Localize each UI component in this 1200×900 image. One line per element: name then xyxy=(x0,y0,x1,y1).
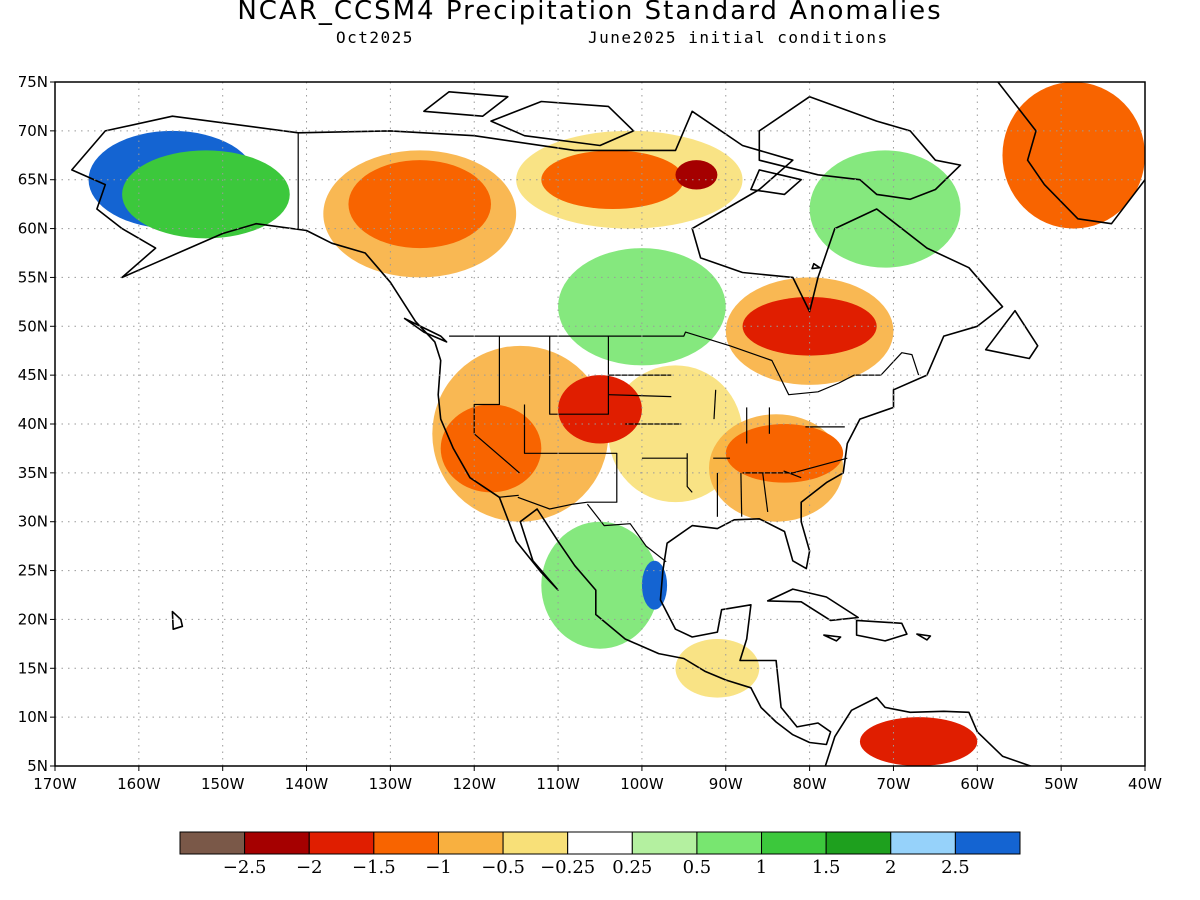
lon-tick-label: 60W xyxy=(960,775,994,793)
colorbar-label: −2.5 xyxy=(223,857,267,878)
broad-anomaly-field xyxy=(809,150,961,268)
border-line xyxy=(740,472,743,517)
broad-anomaly-field xyxy=(558,248,726,366)
colorbar-swatch xyxy=(373,831,439,855)
colorbar-label: 2 xyxy=(885,857,896,878)
border-line xyxy=(498,494,519,498)
lat-tick-label: 40N xyxy=(18,415,48,433)
border-line xyxy=(586,503,667,563)
lon-tick-label: 100W xyxy=(620,775,664,793)
lon-tick-label: 50W xyxy=(1044,775,1078,793)
coastline-hawaii xyxy=(171,610,184,630)
coastline-vancouver-island xyxy=(403,317,448,343)
broad-anomaly-field xyxy=(675,638,760,698)
lon-tick-label: 130W xyxy=(369,775,413,793)
colorbar-swatch xyxy=(502,831,569,855)
colorbar-label: 1 xyxy=(756,857,767,878)
colorbar-swatch xyxy=(825,831,892,855)
coastline-southampton xyxy=(750,169,802,196)
lat-tick-label: 20N xyxy=(18,610,48,628)
lat-tick-label: 75N xyxy=(18,73,48,91)
anomaly-region-ohio-valley-dry xyxy=(725,424,844,483)
lat-tick-label: 50N xyxy=(18,317,48,335)
colorbar-swatch xyxy=(954,831,1021,855)
coastline-greenland xyxy=(996,82,1145,225)
border-line xyxy=(783,470,802,479)
coastline-newfoundland xyxy=(984,309,1039,360)
coastline-hudson-bay-belcher xyxy=(811,262,821,270)
anomaly-region-nwt-dry xyxy=(541,150,684,210)
lon-tick-label: 70W xyxy=(877,775,911,793)
coastline-north-america xyxy=(71,110,1004,746)
anomaly-region-hudson-dark xyxy=(675,160,718,190)
lon-tick-label: 90W xyxy=(709,775,743,793)
anomaly-region-alaska-green xyxy=(122,150,290,239)
lat-tick-label: 70N xyxy=(18,122,48,140)
colorbar-label: 1.5 xyxy=(812,857,841,878)
coastline-south-america xyxy=(824,696,1033,766)
anomaly-region-greenland-dry xyxy=(1002,82,1145,229)
colorbar-swatch xyxy=(179,831,246,855)
coastline-hispaniola xyxy=(855,619,908,642)
lat-tick-label: 30N xyxy=(18,513,48,531)
coastline-jamaica xyxy=(823,634,842,642)
broad-anomaly-field xyxy=(541,521,659,649)
lat-tick-label: 45N xyxy=(18,366,48,384)
coastline-puerto-rico xyxy=(916,633,932,641)
colorbar-label: −1 xyxy=(425,857,452,878)
valid-month: Oct2025 xyxy=(336,28,414,47)
coastline-baffin-island xyxy=(758,95,962,201)
border-line xyxy=(608,394,672,398)
border-line xyxy=(449,331,920,396)
colorbar-swatch xyxy=(890,831,956,855)
colorbar-swatch xyxy=(308,831,375,855)
colorbar-swatch xyxy=(437,831,504,855)
border-line xyxy=(473,336,520,474)
lon-tick-label: 120W xyxy=(452,775,496,793)
border-line xyxy=(713,389,717,420)
colorbar-label: 0.25 xyxy=(612,857,652,878)
colorbar-swatch xyxy=(696,831,763,855)
lon-tick-label: 40W xyxy=(1128,775,1162,793)
lat-tick-label: 65N xyxy=(18,171,48,189)
lon-tick-label: 110W xyxy=(536,775,580,793)
coastline-banks-island xyxy=(423,91,509,117)
lon-tick-label: 150W xyxy=(201,775,245,793)
colorbar-swatch xyxy=(244,831,310,855)
border-line xyxy=(762,472,769,512)
coastline-cuba xyxy=(766,588,859,622)
lat-tick-label: 10N xyxy=(18,708,48,726)
border-line xyxy=(517,404,618,510)
map-title: NCAR_CCSM4 Precipitation Standard Anomal… xyxy=(237,0,943,26)
lon-tick-label: 80W xyxy=(793,775,827,793)
lon-tick-label: 170W xyxy=(33,775,77,793)
colorbar-label: −1.5 xyxy=(352,857,396,878)
lat-tick-label: 25N xyxy=(18,562,48,580)
colorbar-label: −0.5 xyxy=(481,857,525,878)
colorbar-label: −0.25 xyxy=(540,857,595,878)
border-line xyxy=(742,457,848,474)
border-line xyxy=(686,453,693,493)
anomaly-region-rockies-dry xyxy=(558,375,642,444)
longitude-axis: 170W 160W 150W 140W 130W 120W 110W 100W 90W 80W 70… xyxy=(33,766,1162,793)
lat-tick-label: 15N xyxy=(18,659,48,677)
lat-tick-label: 55N xyxy=(18,268,48,286)
initial-conditions: June2025 initial conditions xyxy=(588,28,889,47)
colorbar-swatch xyxy=(761,831,827,855)
lon-tick-label: 140W xyxy=(285,775,329,793)
latitude-axis: 5N 10N 15N 20N 25N 30N 35N 40N 45N 50N 55N 60N 65N 70… xyxy=(18,73,55,775)
anomaly-region-yukon-dry xyxy=(348,160,491,249)
lat-tick-label: 60N xyxy=(18,220,48,238)
lon-tick-label: 160W xyxy=(117,775,161,793)
colorbar: −2.5 −2 −1.5 −1 −0.5 −0.25 0.25 0.5 1 1.5 2 2.5 xyxy=(179,831,1021,878)
colorbar-swatch xyxy=(631,831,698,855)
colorbar-label: 0.5 xyxy=(683,857,712,878)
lat-tick-label: 5N xyxy=(27,757,48,775)
anomaly-region-venezuela-dry xyxy=(859,717,978,766)
colorbar-swatch xyxy=(567,831,633,855)
lat-tick-label: 35N xyxy=(18,464,48,482)
colorbar-label: −2 xyxy=(296,857,323,878)
colorbar-label: 2.5 xyxy=(941,857,970,878)
